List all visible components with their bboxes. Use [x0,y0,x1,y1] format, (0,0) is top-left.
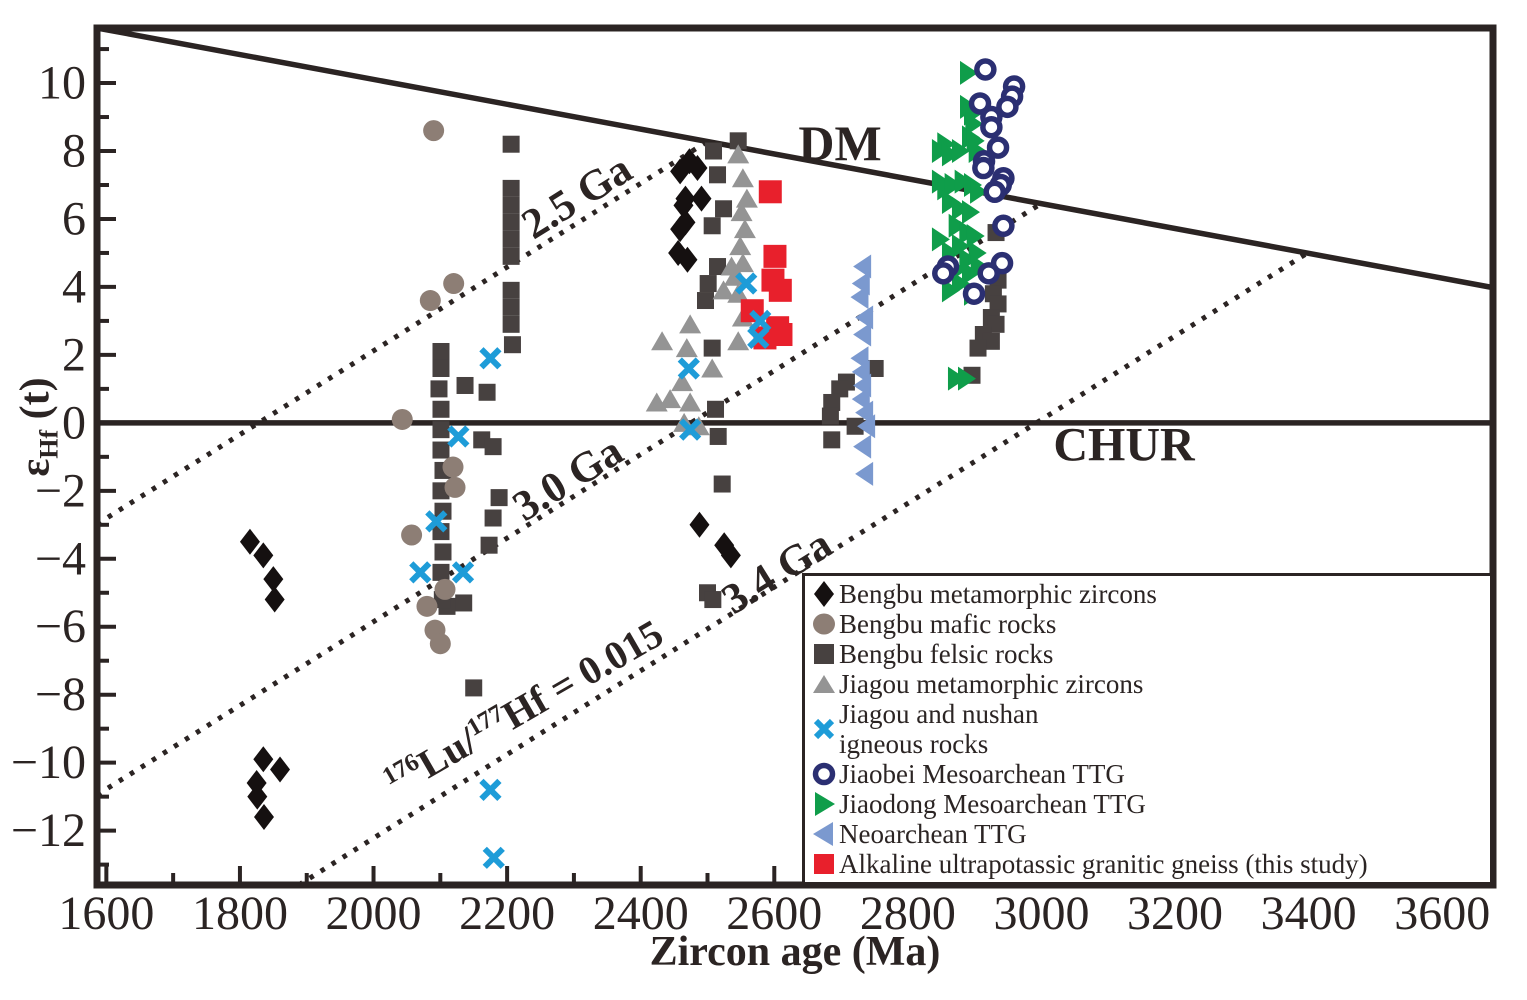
dm-line-label: DM [798,115,882,171]
legend-item-neoarchean-ttg: Neoarchean TTG [809,819,1488,849]
y-axis-title: εHf (t) [12,377,64,477]
svg-text:8: 8 [62,125,86,178]
circle-icon [809,611,839,637]
svg-text:−6: −6 [35,600,86,653]
svg-text:6: 6 [62,192,86,245]
svg-text:−12: −12 [11,804,86,857]
svg-text:2800: 2800 [860,887,956,940]
svg-text:−10: −10 [11,736,86,789]
triangle-up-icon [809,672,839,696]
svg-text:3200: 3200 [1127,887,1223,940]
svg-text:3400: 3400 [1261,887,1357,940]
svg-text:−4: −4 [35,532,86,585]
red-square-icon [809,851,839,877]
legend-item-jiaodong-ttg: Jiaodong Mesoarchean TTG [809,789,1488,819]
svg-text:−8: −8 [35,668,86,721]
legend-item-jiagou-nushan-igneous: Jiagou and nushan igneous rocks [809,699,1488,759]
legend-item-bengbu-metamorphic: Bengbu metamorphic zircons [809,579,1488,609]
svg-text:2600: 2600 [726,887,822,940]
triangle-left-icon [809,820,839,848]
svg-text:4: 4 [62,260,86,313]
open-circle-icon [809,761,839,787]
triangle-right-icon [809,790,839,818]
svg-text:−2: −2 [35,464,86,517]
legend-item-jiagou-metamorphic: Jiagou metamorphic zircons [809,669,1488,699]
legend-item-bengbu-felsic: Bengbu felsic rocks [809,639,1488,669]
legend-item-bengbu-mafic: Bengbu mafic rocks [809,609,1488,639]
svg-text:0: 0 [62,396,86,449]
svg-text:3000: 3000 [993,887,1089,940]
svg-text:2000: 2000 [326,887,422,940]
square-icon [809,641,839,667]
chur-line-label: CHUR [1053,418,1195,472]
svg-text:2400: 2400 [593,887,689,940]
x-axis-title: Zircon age (Ma) [649,929,941,975]
svg-text:1800: 1800 [192,887,288,940]
legend-item-jiaobei-ttg: Jiaobei Mesoarchean TTG [809,759,1488,789]
legend-item-alkaline-gneiss: Alkaline ultrapotassic granitic gneiss (… [809,849,1488,879]
svg-text:2200: 2200 [459,887,555,940]
legend: Bengbu metamorphic zircons Bengbu mafic … [802,573,1493,885]
svg-text:2: 2 [62,328,86,381]
svg-text:3600: 3600 [1394,887,1490,940]
svg-text:1600: 1600 [58,887,154,940]
x-icon [809,716,839,742]
svg-text:10: 10 [38,57,86,110]
diamond-icon [809,580,839,608]
